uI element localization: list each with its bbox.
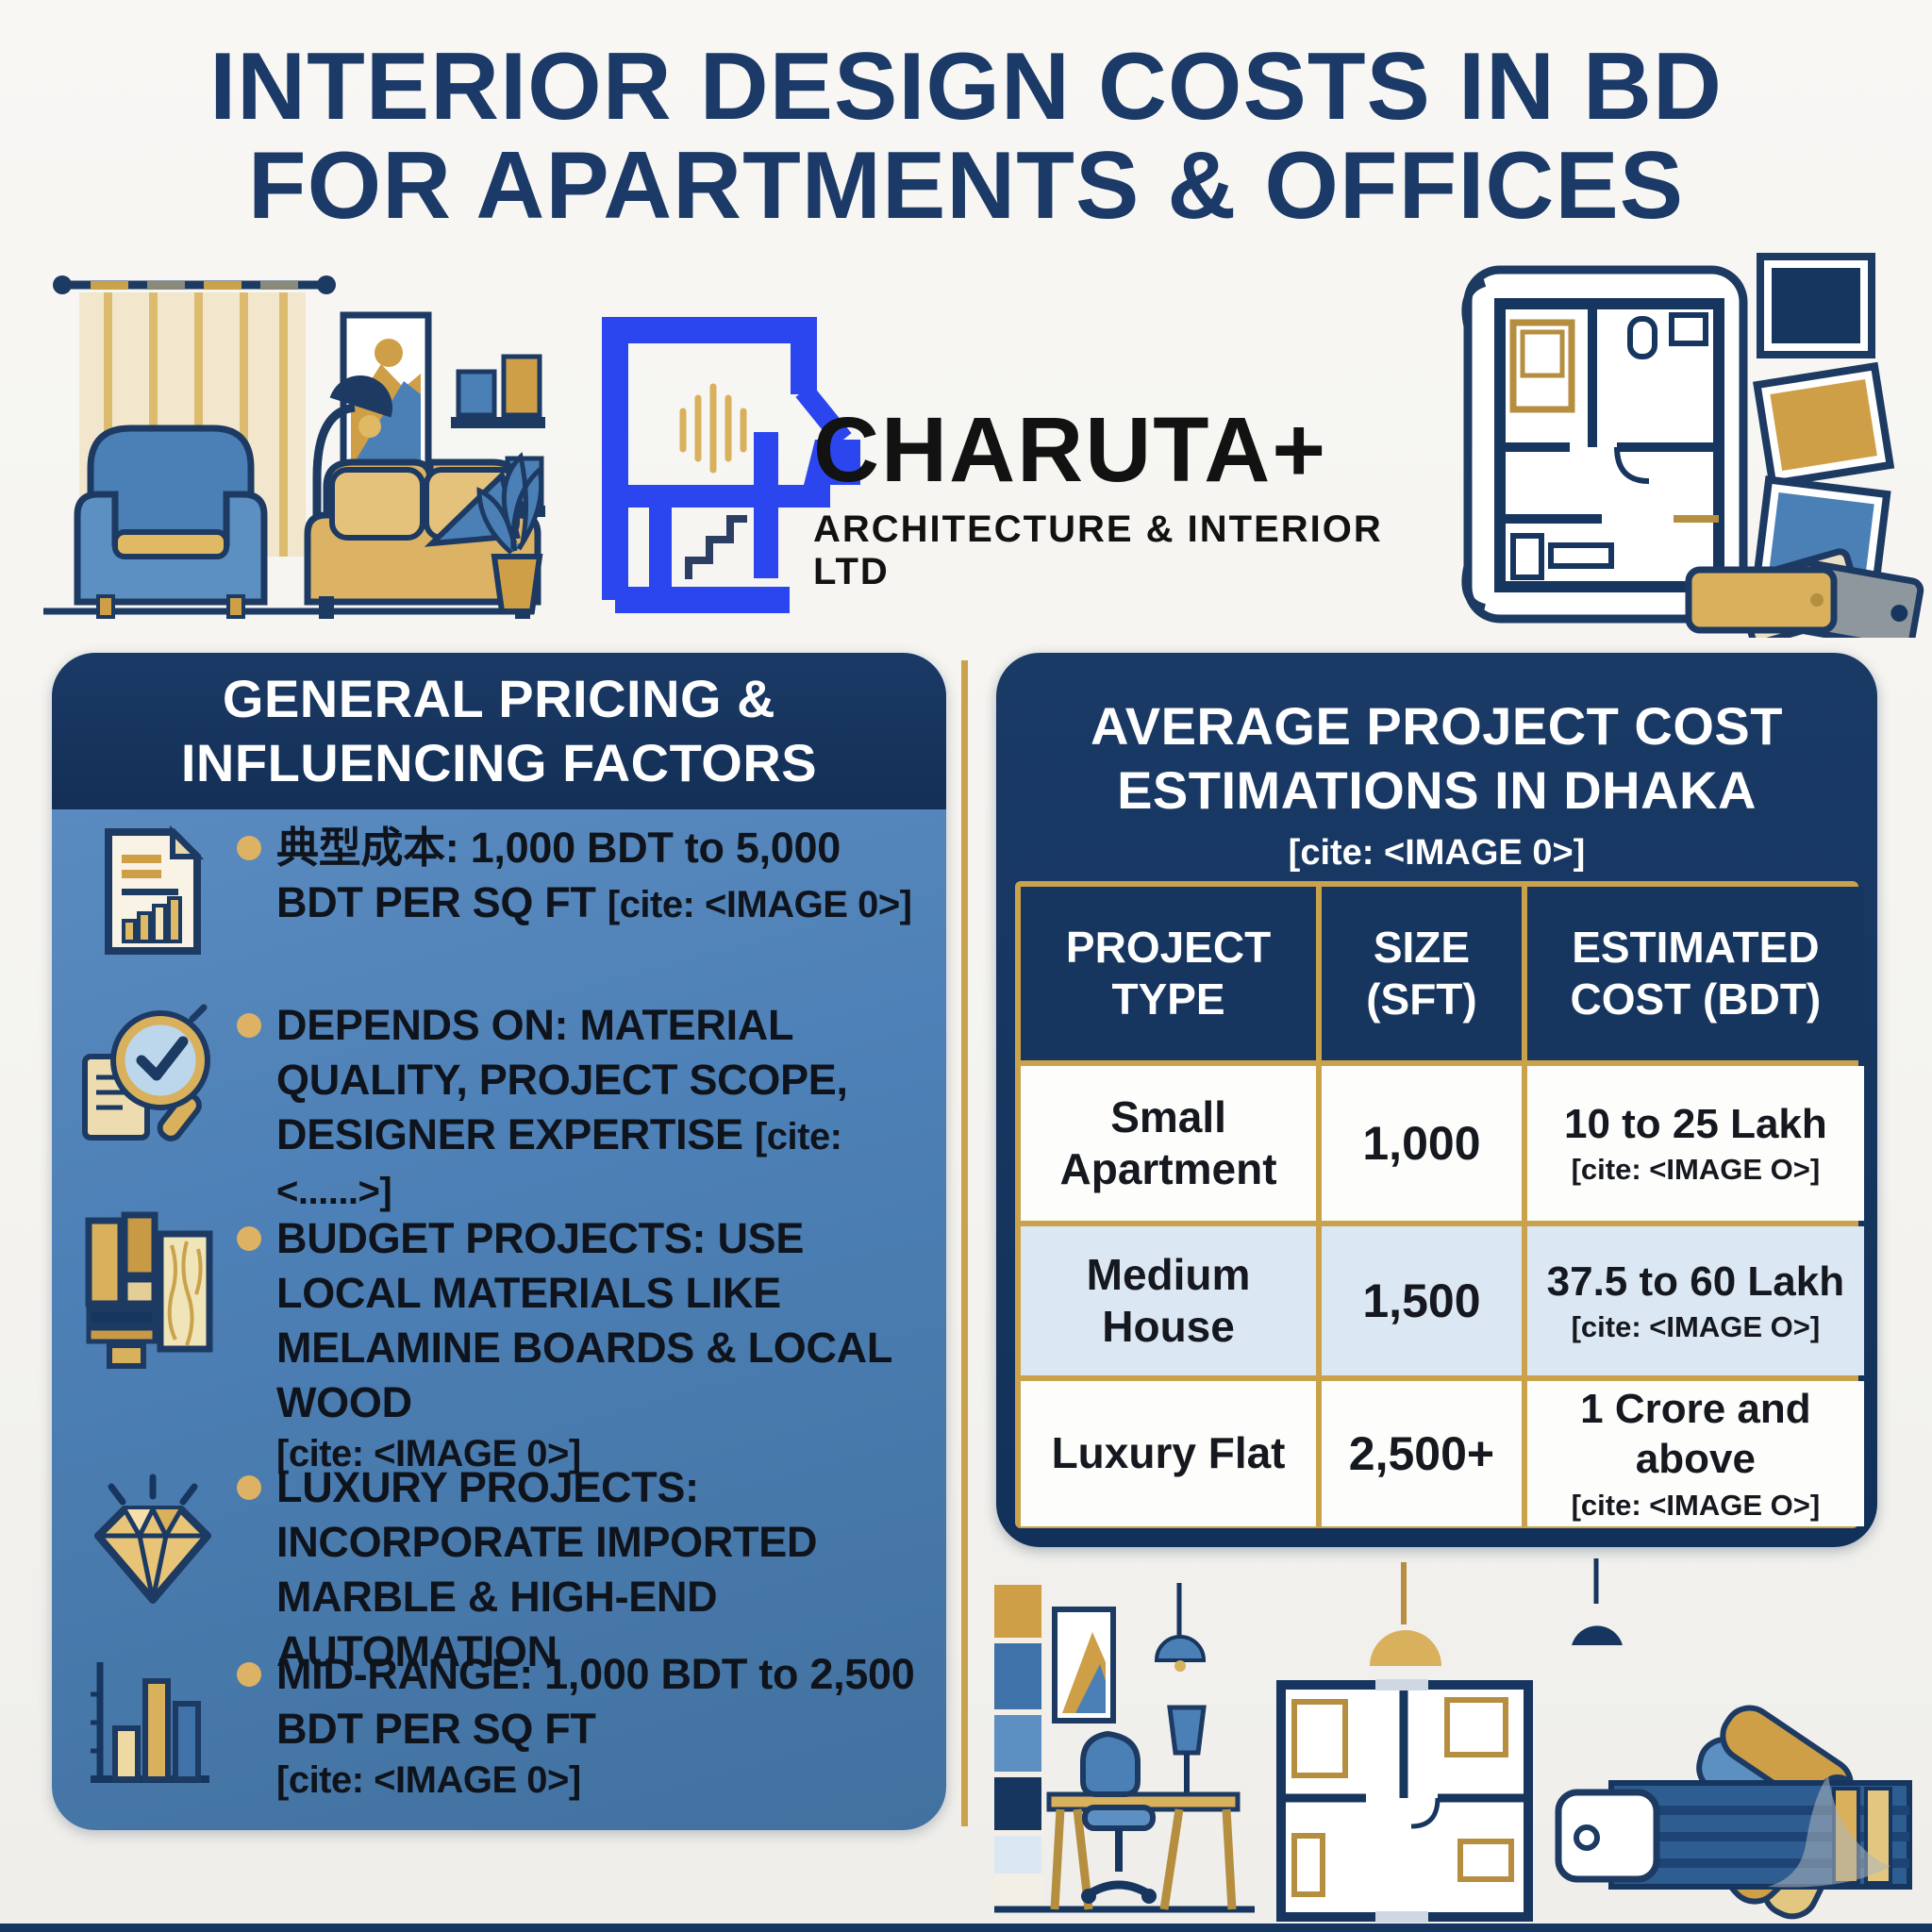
list-item: BUDGET PROJECTS: USE LOCAL MATERIALS LIK… xyxy=(69,1211,922,1479)
right-panel-title-line2: ESTIMATIONS IN DHAKA xyxy=(1117,760,1757,821)
invoice-document-icon xyxy=(69,821,237,962)
bullet-dot xyxy=(237,1662,261,1687)
cell-cite: [cite: <IMAGE O>] xyxy=(1571,1310,1821,1344)
cell-cite: [cite: <IMAGE O>] xyxy=(1571,1153,1821,1187)
gold-divider xyxy=(961,660,968,1826)
sail-watermark xyxy=(1768,1775,1890,1888)
bullet-text: MID-RANGE: 1,000 BDT to 2,500 BDT PER SQ… xyxy=(276,1647,922,1806)
bullet-cite: [cite: <IMAGE 0>] xyxy=(276,1433,581,1475)
cost-table: PROJECT TYPE SIZE (SFT) ESTIMATED COST (… xyxy=(1015,881,1864,1528)
general-pricing-panel: GENERAL PRICING & INFLUENCING FACTORS xyxy=(52,653,946,1830)
swatch-fan-illustration xyxy=(1555,1558,1912,1920)
left-panel-title-line2: INFLUENCING FACTORS xyxy=(180,733,818,792)
table-cell-cost: 10 to 25 Lakh [cite: <IMAGE O>] xyxy=(1526,1066,1864,1221)
cost-estimations-panel-title: AVERAGE PROJECT COST ESTIMATIONS IN DHAK… xyxy=(996,653,1877,874)
page-title-line1: INTERIOR DESIGN COSTS IN BD xyxy=(209,34,1723,140)
cell-value: 2,500+ xyxy=(1348,1426,1495,1480)
living-room-illustration xyxy=(43,275,545,619)
magnifier-check-icon xyxy=(69,998,237,1149)
bullet-dot xyxy=(237,836,261,860)
floorplan-small-illustration xyxy=(1276,1562,1533,1923)
bullet-text-main: BUDGET PROJECTS: USE LOCAL MATERIALS LIK… xyxy=(276,1214,892,1427)
gold-rays xyxy=(679,383,747,474)
cell-value: 1 Crore and above xyxy=(1580,1386,1811,1482)
wood-boards-icon xyxy=(69,1211,237,1372)
table-cell-size: 1,500 xyxy=(1322,1226,1522,1375)
floorplan-roll-illustration xyxy=(1461,253,1924,638)
right-panel-title-line1: AVERAGE PROJECT COST xyxy=(1091,696,1783,756)
cell-value: 1,000 xyxy=(1362,1117,1481,1170)
cell-value: Medium House xyxy=(1086,1249,1251,1351)
right-panel-cite: [cite: <IMAGE 0>] xyxy=(1288,832,1586,873)
general-pricing-panel-title: GENERAL PRICING & INFLUENCING FACTORS xyxy=(52,653,946,809)
cell-value: Luxury Flat xyxy=(1051,1428,1286,1478)
table-cell-size: 2,500+ xyxy=(1322,1381,1522,1526)
stairs-glyph xyxy=(685,515,747,579)
cell-value: 37.5 to 60 Lakh xyxy=(1546,1257,1845,1305)
bullet-text-main: MID-RANGE: 1,000 BDT to 2,500 BDT PER SQ… xyxy=(276,1650,915,1754)
column-header-project-type: PROJECT TYPE xyxy=(1021,887,1317,1060)
list-item: 典型成本: 1,000 BDT to 5,000 BDT PER SQ FT [… xyxy=(69,821,922,962)
bullet-text-main: 典型成本: 1,000 BDT to 5,000 BDT PER SQ FT xyxy=(276,824,841,927)
bullet-text: DEPENDS ON: MATERIAL QUALITY, PROJECT SC… xyxy=(276,998,922,1217)
table-cell-type: Small Apartment xyxy=(1021,1066,1317,1221)
cell-value: 10 to 25 Lakh xyxy=(1563,1100,1827,1147)
bottom-edge-strip xyxy=(0,1924,1932,1932)
bar-chart-icon xyxy=(69,1647,237,1798)
bullet-text-main: DEPENDS ON: MATERIAL QUALITY, PROJECT SC… xyxy=(276,1001,848,1159)
left-panel-title-line1: GENERAL PRICING & xyxy=(222,668,776,728)
table-cell-size: 1,000 xyxy=(1322,1066,1522,1221)
bullet-dot xyxy=(237,1475,261,1500)
desk-scene-illustration xyxy=(994,1583,1255,1913)
list-item: LUXURY PROJECTS: INCORPORATE IMPORTED MA… xyxy=(69,1460,922,1679)
bullet-cite: [cite: <......>] xyxy=(276,1116,842,1213)
bullet-dot xyxy=(237,1226,261,1251)
bullet-text: 典型成本: 1,000 BDT to 5,000 BDT PER SQ FT [… xyxy=(276,821,922,930)
bullet-cite: [cite: <IMAGE 0>] xyxy=(276,1759,581,1802)
logo-subtitle: ARCHITECTURE & INTERIOR LTD xyxy=(813,508,1383,592)
bullet-cite: [cite: <IMAGE 0>] xyxy=(607,884,912,926)
table-cell-cost: 37.5 to 60 Lakh [cite: <IMAGE O>] xyxy=(1526,1226,1864,1375)
list-item: MID-RANGE: 1,000 BDT to 2,500 BDT PER SQ… xyxy=(69,1647,922,1806)
list-item: DEPENDS ON: MATERIAL QUALITY, PROJECT SC… xyxy=(69,998,922,1217)
bullet-text: BUDGET PROJECTS: USE LOCAL MATERIALS LIK… xyxy=(276,1211,922,1479)
diamond-icon xyxy=(69,1460,237,1611)
cell-value: Small Apartment xyxy=(1059,1091,1277,1193)
bullet-dot xyxy=(237,1013,261,1038)
logo-lockup: CHARUTA+ ARCHITECTURE & INTERIOR LTD xyxy=(813,404,1436,593)
page-title: INTERIOR DESIGN COSTS IN BD FOR APARTMEN… xyxy=(0,34,1932,240)
bullet-text: LUXURY PROJECTS: INCORPORATE IMPORTED MA… xyxy=(276,1460,922,1679)
column-header-size: SIZE (SFT) xyxy=(1322,887,1522,1060)
table-cell-type: Luxury Flat xyxy=(1021,1381,1317,1526)
logo-name: CHARUTA+ xyxy=(813,398,1328,501)
bullet-text-main: LUXURY PROJECTS: INCORPORATE IMPORTED MA… xyxy=(276,1463,818,1676)
cell-cite: [cite: <IMAGE O>] xyxy=(1571,1488,1821,1522)
table-cell-type: Medium House xyxy=(1021,1226,1317,1375)
page-title-line2: FOR APARTMENTS & OFFICES xyxy=(247,133,1685,240)
cost-estimations-panel: AVERAGE PROJECT COST ESTIMATIONS IN DHAK… xyxy=(996,653,1877,1547)
column-header-estimated-cost: ESTIMATED COST (BDT) xyxy=(1526,887,1864,1060)
cell-value: 1,500 xyxy=(1362,1274,1481,1327)
logo-frame-icon xyxy=(602,317,860,613)
table-cell-cost: 1 Crore and above [cite: <IMAGE O>] xyxy=(1526,1381,1864,1526)
